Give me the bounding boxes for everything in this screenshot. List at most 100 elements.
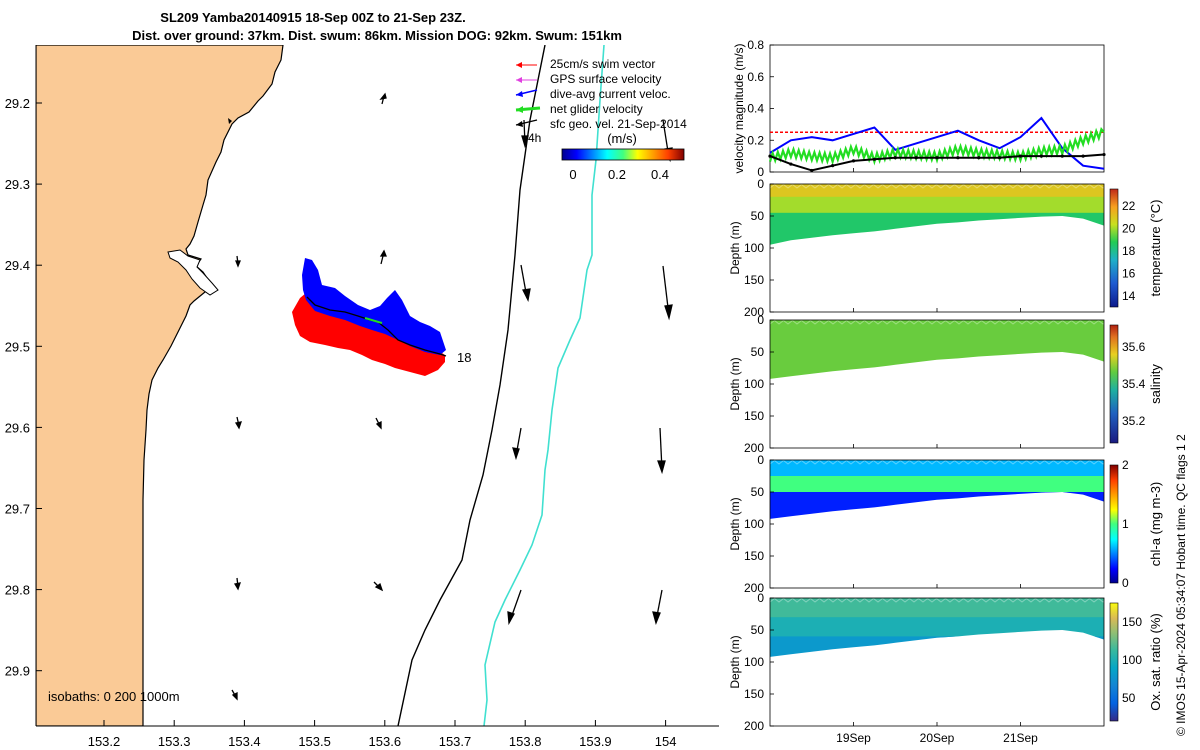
panel-y-tick-label: 200 [744,441,764,455]
panel-y-tick-label: 100 [744,241,764,255]
velocity-series-point [851,159,856,163]
time-x-tick-label: 19Sep [836,731,871,745]
estuary [167,249,219,296]
legend-label-net: net glider velocity [550,102,643,116]
current-arrow [520,264,531,303]
velocity-series-point [935,156,939,160]
depth-section-layers [770,184,1104,245]
panel-y-tick-label: 150 [744,409,764,423]
current-arrow [662,265,673,321]
velocity-series-point [893,156,897,160]
panel-y-tick-label: 0 [757,591,764,605]
panel-y-tick-label: 0 [757,453,764,467]
current-arrow [373,581,384,592]
depth-colorbar-tick: 20 [1122,221,1136,235]
legend-item-gps: GPS surface velocity [516,72,661,86]
depth-colorbar-tick: 16 [1122,266,1136,280]
dive-pattern [770,320,1104,325]
current-arrow [235,255,241,268]
map-y-tick-label: 29.6 [5,420,30,435]
map-x-tick-label: 153.7 [439,734,472,749]
panel-y-tick-label: 50 [751,485,765,499]
velocity-series-point [977,156,981,160]
panel-y-tick-label: 50 [751,623,765,637]
current-arrows [231,92,673,701]
islet [228,118,232,124]
panel-y-tick-label: 200 [744,581,764,595]
map-y-tick-label: 29.7 [5,502,30,517]
speed-colorbar-tick-0: 0 [569,167,576,182]
current-arrow [379,249,387,265]
depth-ylabel: Depth (m) [728,635,742,688]
depth-colorbar-gradient [1109,324,1119,444]
velocity-series-point [998,156,1002,160]
current-arrow [657,427,666,475]
depth-colorbar-label: temperature (°C) [1148,200,1163,297]
panel-y-tick-label: 0 [757,177,764,191]
depth-layer [770,492,1104,519]
legend-item-dive-avg: dive-avg current veloc. [515,87,671,101]
velocity-series-point [810,168,814,173]
depth-section-layers [770,460,1104,519]
current-arrow [512,427,522,461]
speed-colorbar-tick-2: 0.4 [651,167,669,182]
copyright-note: © IMOS 15-Apr-2024 05:34:07 Hobart time.… [1174,434,1188,736]
panel-y-tick-label: 100 [744,377,764,391]
map-x-tick-label: 153.4 [228,734,261,749]
legend-label-sfc-geo: sfc geo. vel. 21-Sep-2014 [550,117,687,131]
depth-colorbar-tick: 18 [1122,244,1136,258]
map-y-tick-label: 29.8 [5,583,30,598]
depth-section-panel: 0 50 100 150 200 Depth (m) 50 100 150 Ox. sat. ra… [728,591,1163,733]
velocity-series-point [1081,154,1085,158]
isobath-200 [397,45,546,726]
map-x-tick-label: 154 [655,734,677,749]
legend-item-swim: 25cm/s swim vector [516,57,655,71]
panel-y-tick-label: 50 [751,345,765,359]
legend-label-gps: GPS surface velocity [550,72,661,86]
map-y-tick-label: 29.3 [5,177,30,192]
depth-ylabel: Depth (m) [728,497,742,550]
panel-y-tick-label: 150 [744,549,764,563]
depth-section-layers [770,598,1104,657]
speed-colorbar-label: (m/s) [607,131,637,146]
depth-layer [770,196,1104,214]
map-x-ticks: 153.2 153.3 153.4 153.5 153.6 153.7 153.8 153.9… [88,720,677,749]
dive-pattern [770,184,1104,189]
dive-pattern [770,460,1104,465]
depth-ylabel: Depth (m) [728,221,742,274]
legend-fragment: 4h [528,131,541,145]
velocity-series-point [1039,154,1043,158]
map-x-tick-label: 153.9 [579,734,612,749]
velocity-series-point [789,162,793,166]
depth-colorbar-tick: 35.4 [1122,377,1146,391]
legend-label-swim: 25cm/s swim vector [550,57,655,71]
time-x-tick-label: 21Sep [1003,731,1038,745]
depth-colorbar-tick: 1 [1122,517,1129,531]
panel-y-tick-label: 150 [744,273,764,287]
map-panel: 153.2 153.3 153.4 153.5 153.6 153.7 153.8 153.9… [5,45,719,749]
depth-colorbar-tick: 35.6 [1122,340,1146,354]
velocity-series-line [768,127,1105,166]
current-arrow [234,416,242,430]
depth-layer [770,212,1104,245]
depth-layer [770,320,1104,379]
legend-item-net: net glider velocity [515,102,643,116]
panel-y-tick-label: 0.2 [747,133,764,147]
depth-colorbar-tick: 14 [1122,289,1136,303]
depth-colorbar-tick: 100 [1122,653,1142,667]
time-x-tick-label: 20Sep [920,731,955,745]
panel-y-tick-label: 0 [757,165,764,179]
depth-ylabel: Depth (m) [728,357,742,410]
map-y-tick-label: 29.4 [5,258,30,273]
track-blue-envelope [302,258,446,355]
panel-y-tick-label: 100 [744,655,764,669]
depth-layer [770,476,1104,493]
net-velocity-arrow [364,317,383,324]
speed-colorbar-tick-1: 0.2 [608,167,626,182]
depth-colorbar-tick: 150 [1122,615,1142,629]
legend-item-sfc-geo: sfc geo. vel. 21-Sep-2014 [515,117,687,131]
panel-y-tick-label: 0.6 [747,70,764,84]
depth-section-panel: 0 50 100 150 200 Depth (m) 14 16 18 20 22 temperatu… [728,177,1163,319]
